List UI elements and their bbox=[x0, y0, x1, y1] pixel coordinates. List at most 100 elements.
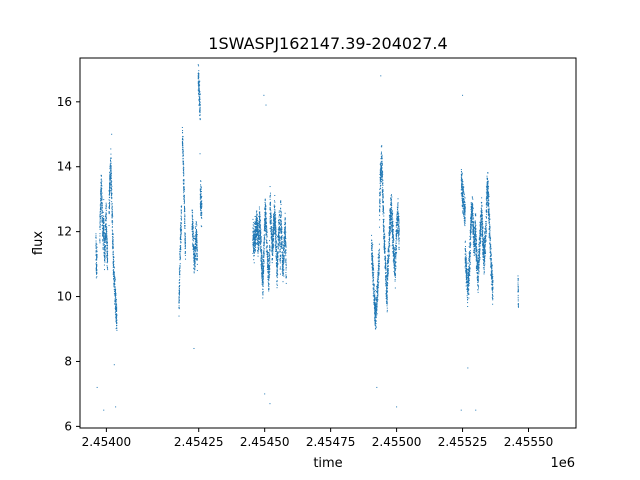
data-point bbox=[390, 198, 392, 200]
data-point bbox=[377, 275, 379, 277]
data-point bbox=[200, 215, 202, 217]
data-point bbox=[388, 234, 390, 236]
data-point bbox=[268, 252, 270, 254]
data-point bbox=[184, 247, 186, 249]
data-point bbox=[260, 224, 262, 226]
data-point bbox=[102, 207, 103, 209]
data-point bbox=[263, 234, 265, 236]
data-point bbox=[193, 254, 195, 256]
data-point bbox=[259, 225, 261, 227]
data-point bbox=[391, 245, 393, 247]
data-point bbox=[271, 248, 273, 250]
data-point bbox=[264, 225, 266, 227]
data-point bbox=[180, 229, 182, 231]
data-point bbox=[376, 302, 378, 304]
data-point bbox=[195, 230, 197, 232]
data-point bbox=[372, 283, 374, 285]
data-point bbox=[106, 234, 108, 236]
data-point bbox=[383, 229, 385, 231]
data-point bbox=[278, 222, 280, 224]
data-point bbox=[284, 226, 286, 228]
data-point bbox=[180, 219, 182, 221]
data-point bbox=[380, 177, 382, 179]
data-point bbox=[280, 226, 282, 228]
data-point bbox=[265, 223, 267, 225]
data-point bbox=[385, 268, 387, 270]
data-point bbox=[383, 231, 385, 233]
data-point bbox=[107, 260, 109, 262]
data-point bbox=[254, 241, 256, 243]
data-point bbox=[260, 264, 262, 266]
data-point bbox=[178, 289, 180, 291]
data-point bbox=[387, 270, 389, 272]
data-point bbox=[95, 277, 97, 279]
data-point bbox=[180, 238, 182, 240]
data-point bbox=[393, 246, 395, 248]
data-point bbox=[196, 258, 198, 260]
data-point bbox=[200, 207, 202, 209]
data-point bbox=[383, 237, 385, 239]
data-point bbox=[389, 214, 391, 216]
data-point bbox=[260, 243, 262, 245]
data-point bbox=[382, 194, 384, 196]
data-point bbox=[281, 227, 283, 229]
data-point bbox=[281, 252, 283, 254]
data-point bbox=[278, 230, 280, 232]
data-point bbox=[279, 229, 281, 231]
data-point bbox=[382, 219, 384, 220]
data-point bbox=[373, 301, 375, 303]
data-point bbox=[394, 280, 396, 282]
data-point bbox=[387, 264, 389, 266]
data-point bbox=[387, 261, 389, 263]
data-point bbox=[255, 226, 257, 228]
data-point bbox=[199, 107, 201, 109]
data-point bbox=[396, 223, 398, 225]
data-point bbox=[194, 238, 196, 240]
data-point bbox=[279, 241, 281, 243]
data-point bbox=[194, 234, 196, 236]
data-point bbox=[96, 269, 98, 271]
data-point bbox=[105, 218, 107, 220]
data-point bbox=[285, 249, 287, 251]
data-point bbox=[386, 298, 388, 300]
data-point bbox=[283, 273, 285, 275]
data-point bbox=[258, 242, 260, 244]
data-point bbox=[263, 262, 265, 264]
data-point bbox=[284, 212, 286, 214]
data-point bbox=[394, 262, 396, 264]
data-point bbox=[102, 243, 104, 245]
data-point bbox=[264, 222, 266, 224]
data-point bbox=[381, 158, 383, 160]
data-point bbox=[372, 258, 374, 260]
data-point bbox=[397, 215, 399, 217]
data-point bbox=[182, 182, 184, 184]
data-point bbox=[259, 234, 261, 236]
data-point bbox=[386, 297, 388, 299]
data-point bbox=[252, 235, 254, 237]
data-point bbox=[263, 244, 265, 246]
data-point bbox=[376, 287, 378, 289]
data-point bbox=[398, 218, 400, 220]
data-point bbox=[264, 214, 266, 216]
data-point bbox=[195, 233, 197, 235]
data-point bbox=[112, 236, 114, 238]
data-point bbox=[382, 190, 384, 192]
data-point bbox=[384, 245, 386, 247]
data-point bbox=[192, 242, 194, 244]
data-point bbox=[113, 277, 115, 279]
data-point bbox=[95, 254, 97, 256]
data-point bbox=[463, 191, 465, 193]
data-point bbox=[194, 237, 196, 239]
data-point bbox=[113, 286, 115, 288]
data-point bbox=[259, 217, 261, 219]
data-point bbox=[194, 261, 196, 263]
data-point bbox=[184, 215, 186, 217]
data-point bbox=[386, 280, 388, 282]
data-point bbox=[184, 215, 186, 217]
data-point bbox=[377, 299, 379, 301]
data-point bbox=[279, 273, 281, 275]
data-point bbox=[384, 257, 386, 259]
data-point bbox=[261, 262, 263, 264]
data-point bbox=[463, 220, 465, 222]
data-point bbox=[284, 222, 286, 224]
